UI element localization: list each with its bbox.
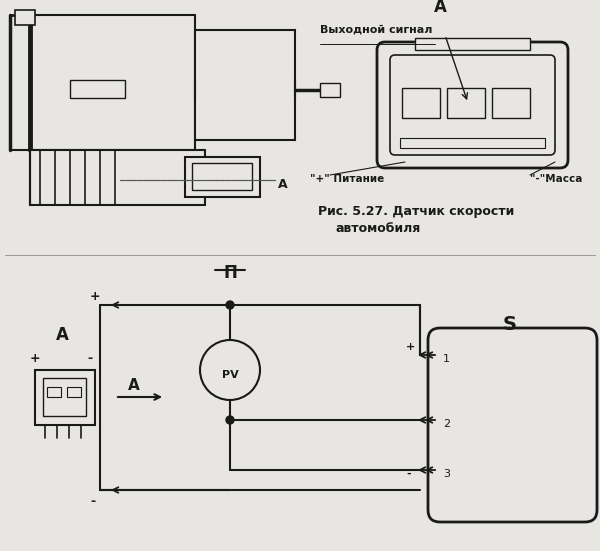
- Bar: [47, 387, 61, 397]
- Text: А: А: [128, 378, 140, 393]
- Text: Рис. 5.27. Датчик скорости: Рис. 5.27. Датчик скорости: [318, 205, 514, 218]
- Text: PV: PV: [221, 370, 238, 380]
- Bar: [43, 378, 86, 416]
- Text: S: S: [503, 315, 517, 334]
- Circle shape: [226, 416, 234, 424]
- Text: "+" Питание: "+" Питание: [310, 174, 384, 184]
- Text: А: А: [434, 0, 446, 16]
- Text: 2: 2: [443, 419, 450, 429]
- Bar: [192, 163, 252, 190]
- Bar: [35, 370, 95, 425]
- Bar: [447, 88, 485, 118]
- Bar: [15, 10, 35, 25]
- Text: -: -: [406, 469, 410, 479]
- Text: -: -: [87, 352, 92, 365]
- Text: П: П: [223, 264, 237, 282]
- Bar: [30, 15, 195, 150]
- Bar: [402, 88, 440, 118]
- Text: 3: 3: [443, 469, 450, 479]
- FancyBboxPatch shape: [428, 328, 597, 522]
- Bar: [320, 83, 340, 97]
- Text: А: А: [278, 177, 287, 191]
- Text: А: А: [56, 326, 68, 344]
- Bar: [415, 38, 530, 50]
- Text: 1: 1: [443, 354, 450, 364]
- Bar: [492, 88, 530, 118]
- Bar: [70, 80, 125, 98]
- Text: +: +: [30, 352, 41, 365]
- Text: "-"Масса: "-"Масса: [530, 174, 583, 184]
- Bar: [67, 387, 81, 397]
- Text: -: -: [90, 495, 95, 508]
- Circle shape: [226, 301, 234, 309]
- Text: +: +: [90, 290, 101, 303]
- Text: автомобиля: автомобиля: [335, 222, 420, 235]
- Text: Выходной сигнал: Выходной сигнал: [320, 25, 433, 35]
- Bar: [30, 150, 205, 205]
- FancyBboxPatch shape: [390, 55, 555, 155]
- FancyBboxPatch shape: [377, 42, 568, 168]
- Bar: [400, 138, 545, 148]
- Bar: [185, 157, 260, 197]
- Text: +: +: [406, 342, 415, 352]
- Bar: [195, 30, 295, 140]
